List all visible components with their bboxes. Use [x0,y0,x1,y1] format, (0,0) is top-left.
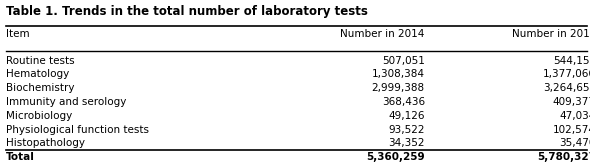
Text: 368,436: 368,436 [382,97,425,107]
Text: 35,470: 35,470 [559,138,590,148]
Text: 5,780,327: 5,780,327 [537,152,590,162]
Text: Biochemistry: Biochemistry [6,83,74,93]
Text: 47,034: 47,034 [559,111,590,121]
Text: 1,377,066: 1,377,066 [543,69,590,79]
Text: 409,377: 409,377 [553,97,590,107]
Text: 5,360,259: 5,360,259 [366,152,425,162]
Text: Total: Total [6,152,35,162]
Text: Item: Item [6,29,30,39]
Text: Number in 2014: Number in 2014 [340,29,425,39]
Text: Microbiology: Microbiology [6,111,72,121]
Text: Hematology: Hematology [6,69,69,79]
Text: 544,154: 544,154 [553,56,590,66]
Text: Table 1. Trends in the total number of laboratory tests: Table 1. Trends in the total number of l… [6,5,368,18]
Text: 507,051: 507,051 [382,56,425,66]
Text: Histopathology: Histopathology [6,138,85,148]
Text: 1,308,384: 1,308,384 [372,69,425,79]
Text: Physiological function tests: Physiological function tests [6,124,149,134]
Text: 93,522: 93,522 [388,124,425,134]
Text: 2,999,388: 2,999,388 [372,83,425,93]
Text: 34,352: 34,352 [388,138,425,148]
Text: Routine tests: Routine tests [6,56,74,66]
Text: 3,264,652: 3,264,652 [543,83,590,93]
Text: 49,126: 49,126 [388,111,425,121]
Text: Immunity and serology: Immunity and serology [6,97,126,107]
Text: Number in 2015: Number in 2015 [512,29,590,39]
Text: 102,574: 102,574 [553,124,590,134]
